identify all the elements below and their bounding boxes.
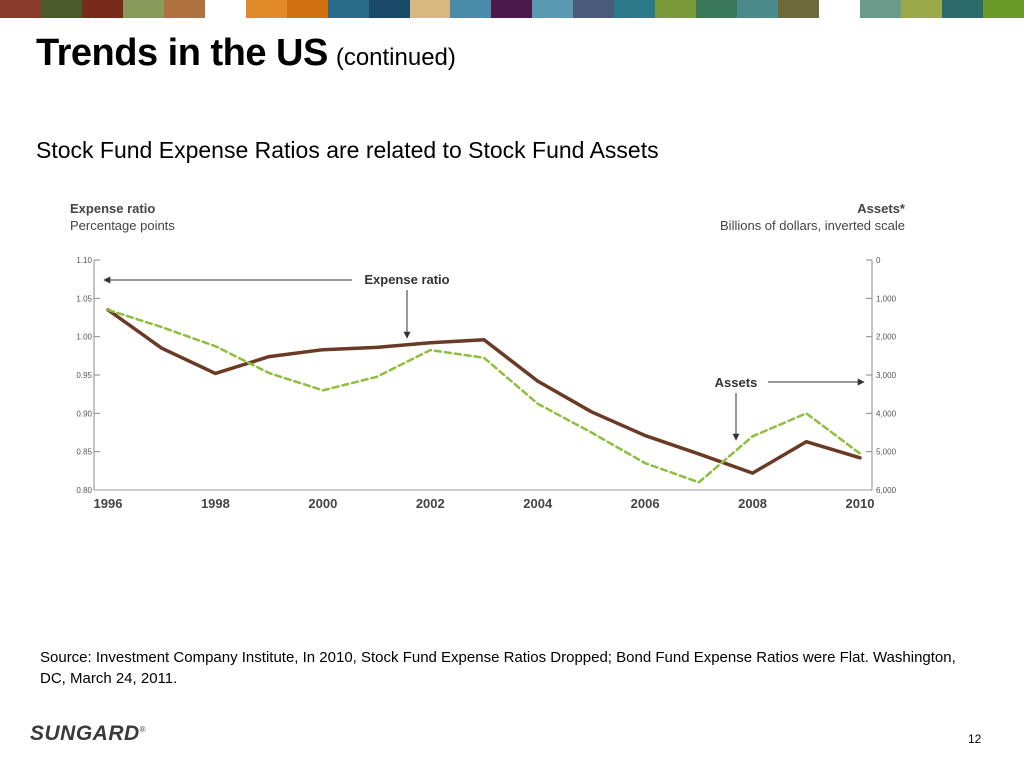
stripe-segment <box>450 0 492 18</box>
logo-text: SUNGARD <box>30 722 140 745</box>
expense-ratio-point <box>268 355 271 358</box>
assets-point <box>751 435 754 438</box>
left-axis-tick-label: 0.85 <box>76 448 92 457</box>
left-axis-tick-label: 1.00 <box>76 333 92 342</box>
stripe-segment <box>409 0 451 18</box>
stripe-segment <box>778 0 820 18</box>
expense-ratio-point <box>214 372 217 375</box>
assets-point <box>805 412 808 415</box>
assets-annotation-label: Assets <box>715 375 758 390</box>
stripe-segment <box>122 0 164 18</box>
stripe-segment <box>941 0 983 18</box>
left-axis-tick-label: 0.95 <box>76 371 92 380</box>
expense-ratio-point <box>859 456 862 459</box>
assets-point <box>429 349 432 352</box>
left-axis-subtitle: Percentage points <box>70 218 175 233</box>
expense-ratio-annotation-label: Expense ratio <box>364 272 449 287</box>
expense-ratio-point <box>805 440 808 443</box>
stripe-segment <box>286 0 328 18</box>
assets-point <box>483 356 486 359</box>
sungard-logo: SUNGARD® <box>30 722 146 746</box>
x-axis-tick-label: 2010 <box>846 496 875 511</box>
stripe-segment <box>327 0 369 18</box>
x-axis-tick-label: 2008 <box>738 496 767 511</box>
chart-series <box>106 308 862 484</box>
stripe-segment <box>0 0 41 18</box>
assets-point <box>644 462 647 465</box>
stripe-segment <box>204 0 246 18</box>
chart-axes: 1.10 1.05 1.00 0.95 0.90 0.85 0.80 0 1,000 2,000 3… <box>76 256 896 511</box>
x-axis-tick-label: 2002 <box>416 496 445 511</box>
x-axis-tick-label: 2000 <box>308 496 337 511</box>
assets-point <box>160 326 163 329</box>
assets-point <box>590 431 593 434</box>
source-note: Source: Investment Company Institute, In… <box>40 649 956 687</box>
stripe-segment <box>491 0 533 18</box>
assets-point <box>697 481 700 484</box>
stripe-segment <box>860 0 901 18</box>
header-color-stripe <box>0 0 1024 18</box>
stripe-segment <box>655 0 697 18</box>
expense-ratio-point <box>483 338 486 341</box>
stripe-segment <box>163 0 205 18</box>
left-axis-tick-label: 0.90 <box>76 409 92 418</box>
stripe-segment <box>245 0 287 18</box>
assets-point <box>268 372 271 375</box>
expense-ratio-point <box>536 380 539 383</box>
left-axis-tick-label: 0.80 <box>76 486 92 495</box>
stripe-segment <box>982 0 1024 18</box>
stripe-segment <box>368 0 410 18</box>
stripe-segment <box>696 0 738 18</box>
left-axis-tick-label: 1.05 <box>76 294 92 303</box>
expense-ratio-point <box>697 452 700 455</box>
expense-ratio-point <box>751 472 754 475</box>
expense-ratio-point <box>160 347 163 350</box>
assets-point <box>107 308 110 311</box>
x-axis-tick-label: 1996 <box>94 496 123 511</box>
x-axis-tick-label: 1998 <box>201 496 230 511</box>
stripe-segment <box>573 0 615 18</box>
right-axis-tick-label: 3,000 <box>876 371 897 380</box>
x-axis-tick-label: 2006 <box>631 496 660 511</box>
stripe-segment <box>900 0 942 18</box>
assets-point <box>859 452 862 455</box>
right-axis-tick-label: 5,000 <box>876 448 897 457</box>
stripe-segment <box>614 0 656 18</box>
assets-line <box>106 308 862 484</box>
stripe-segment <box>819 0 861 18</box>
expense-ratio-line <box>106 308 862 475</box>
right-axis-title: Assets* <box>857 201 906 216</box>
right-axis-tick-label: 2,000 <box>876 333 897 342</box>
expense-ratio-point <box>590 410 593 413</box>
stripe-segment <box>81 0 123 18</box>
left-axis-tick-label: 1.10 <box>76 256 92 265</box>
assets-point <box>375 375 378 378</box>
expense-ratio-point <box>429 341 432 344</box>
right-axis-subtitle: Billions of dollars, inverted scale <box>720 218 905 233</box>
expense-ratio-point <box>375 346 378 349</box>
slide-title: Trends in the US (continued) <box>36 32 456 75</box>
expense-ratio-point <box>321 348 324 351</box>
right-axis-tick-label: 0 <box>876 256 881 265</box>
right-axis-tick-label: 1,000 <box>876 294 897 303</box>
slide-subtitle: Stock Fund Expense Ratios are related to… <box>36 137 659 163</box>
expense-assets-line-chart: Expense ratio Percentage points Assets* … <box>70 201 906 511</box>
slide-title-suffix: (continued) <box>335 44 456 71</box>
expense-ratio-point <box>644 434 647 437</box>
left-axis-title: Expense ratio <box>70 201 155 216</box>
assets-point <box>321 389 324 392</box>
stripe-segment <box>40 0 82 18</box>
assets-point <box>214 345 217 348</box>
chart-annotations: Expense ratio Assets <box>103 272 865 441</box>
right-axis-tick-label: 4,000 <box>876 409 897 418</box>
registered-mark: ® <box>139 725 147 734</box>
slide-title-text: Trends in the US <box>36 32 328 74</box>
x-axis-tick-label: 2004 <box>523 496 553 511</box>
stripe-segment <box>737 0 779 18</box>
stripe-segment <box>532 0 574 18</box>
assets-point <box>536 402 539 405</box>
page-number: 12 <box>968 732 982 746</box>
right-axis-tick-label: 6,000 <box>876 486 897 495</box>
